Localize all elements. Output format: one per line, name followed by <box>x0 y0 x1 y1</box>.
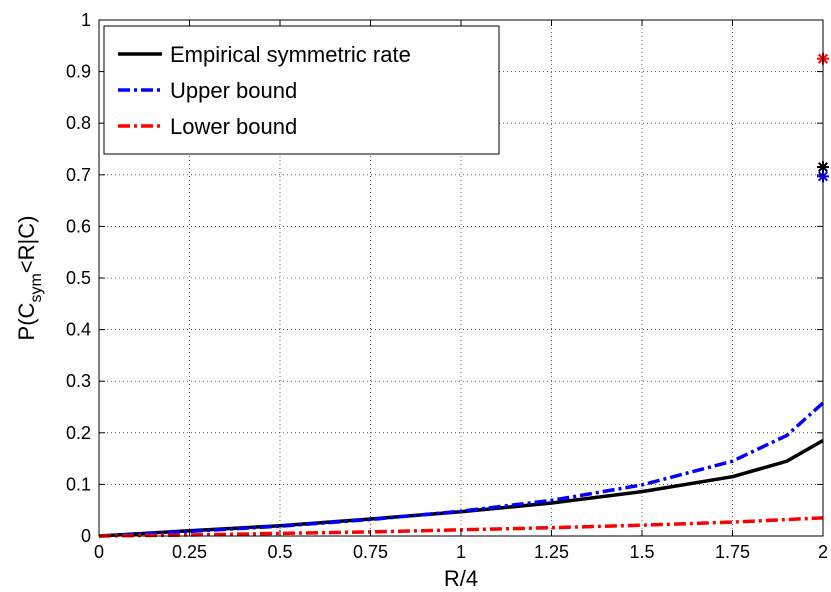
legend-label: Upper bound <box>170 78 297 103</box>
x-tick-label: 1.75 <box>715 542 750 562</box>
y-tick-label: 0.1 <box>66 474 91 494</box>
y-tick-label: 0.8 <box>66 113 91 133</box>
legend-label: Lower bound <box>170 114 297 139</box>
x-tick-label: 2 <box>818 542 828 562</box>
y-tick-label: 1 <box>81 10 91 30</box>
legend-label: Empirical symmetric rate <box>170 42 411 67</box>
y-tick-label: 0.6 <box>66 216 91 236</box>
x-tick-label: 0.5 <box>267 542 292 562</box>
x-tick-label: 0.25 <box>172 542 207 562</box>
x-axis-title: R/4 <box>444 566 478 591</box>
y-tick-label: 0.9 <box>66 62 91 82</box>
y-tick-label: 0.5 <box>66 268 91 288</box>
y-tick-label: 0 <box>81 526 91 546</box>
x-tick-label: 1.5 <box>629 542 654 562</box>
x-tick-label: 1.25 <box>534 542 569 562</box>
x-tick-label: 0.75 <box>353 542 388 562</box>
y-tick-label: 0.7 <box>66 165 91 185</box>
y-tick-label: 0.4 <box>66 320 91 340</box>
x-tick-label: 1 <box>456 542 466 562</box>
y-tick-label: 0.3 <box>66 371 91 391</box>
y-tick-label: 0.2 <box>66 423 91 443</box>
legend: Empirical symmetric rate Upper bound Lower… <box>104 26 499 154</box>
y-axis-title-rest: <R|C) <box>14 216 39 274</box>
y-axis-title-main: P(C <box>14 302 39 340</box>
x-tick-label: 0 <box>94 542 104 562</box>
y-axis-title-sub: sym <box>28 273 45 302</box>
y-axis-title: P(Csym<R|C) <box>14 216 45 341</box>
